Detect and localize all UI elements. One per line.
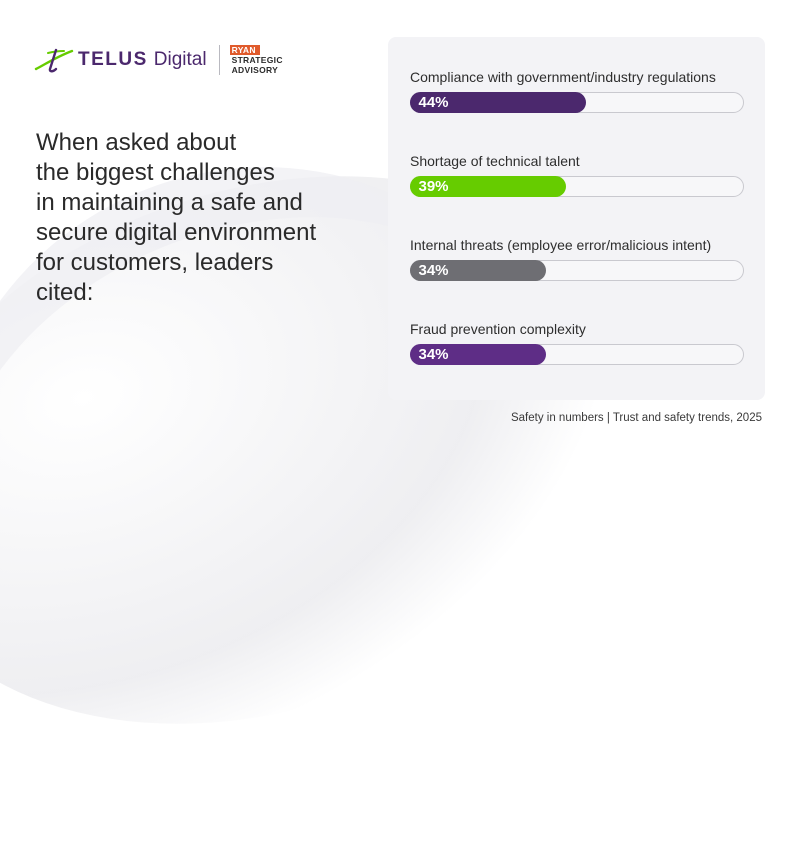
headline: When asked about the biggest challenges … bbox=[36, 129, 317, 306]
bar-fill: 34% bbox=[409, 343, 546, 365]
bar-label: Shortage of technical talent bbox=[410, 153, 580, 169]
bar-fill: 34% bbox=[409, 259, 546, 281]
bar-value-label: 39% bbox=[418, 177, 449, 195]
bar-value-label: 44% bbox=[418, 93, 449, 111]
partner-line-2: STRATEGIC bbox=[231, 55, 283, 65]
bar-fill: 44% bbox=[409, 91, 586, 113]
bar-label: Fraud prevention complexity bbox=[410, 321, 586, 337]
ryan-strategic-advisory-logo: RYAN STRATEGIC ADVISORY bbox=[229, 45, 283, 75]
bar-item: Compliance with government/industry regu… bbox=[409, 69, 744, 113]
bar-value-label: 34% bbox=[418, 261, 449, 279]
bar-item: Internal threats (employee error/malicio… bbox=[409, 237, 744, 281]
bar-value-label: 34% bbox=[418, 345, 449, 363]
bar-track: 34% bbox=[409, 259, 744, 281]
brand-logos: TELUS Digital RYAN STRATEGIC ADVISORY bbox=[34, 44, 283, 76]
bar-track: 39% bbox=[409, 175, 744, 197]
bar-item: Fraud prevention complexity 34% bbox=[409, 321, 744, 365]
footer-caption: Safety in numbers | Trust and safety tre… bbox=[510, 412, 762, 424]
digital-wordmark: Digital bbox=[153, 49, 207, 70]
bar-fill: 39% bbox=[409, 175, 566, 197]
telus-logo-icon bbox=[34, 48, 74, 73]
bar-label: Compliance with government/industry regu… bbox=[410, 69, 716, 85]
bar-track: 34% bbox=[409, 343, 744, 365]
bar-label: Internal threats (employee error/malicio… bbox=[410, 237, 712, 253]
logo-divider bbox=[218, 45, 220, 75]
chart-panel: Compliance with government/industry regu… bbox=[388, 37, 765, 400]
bar-item: Shortage of technical talent 39% bbox=[409, 153, 744, 197]
partner-line-3: ADVISORY bbox=[231, 65, 279, 75]
partner-line-1: RYAN bbox=[229, 45, 260, 55]
bar-track: 44% bbox=[409, 91, 744, 113]
telus-wordmark: TELUS bbox=[78, 49, 148, 70]
